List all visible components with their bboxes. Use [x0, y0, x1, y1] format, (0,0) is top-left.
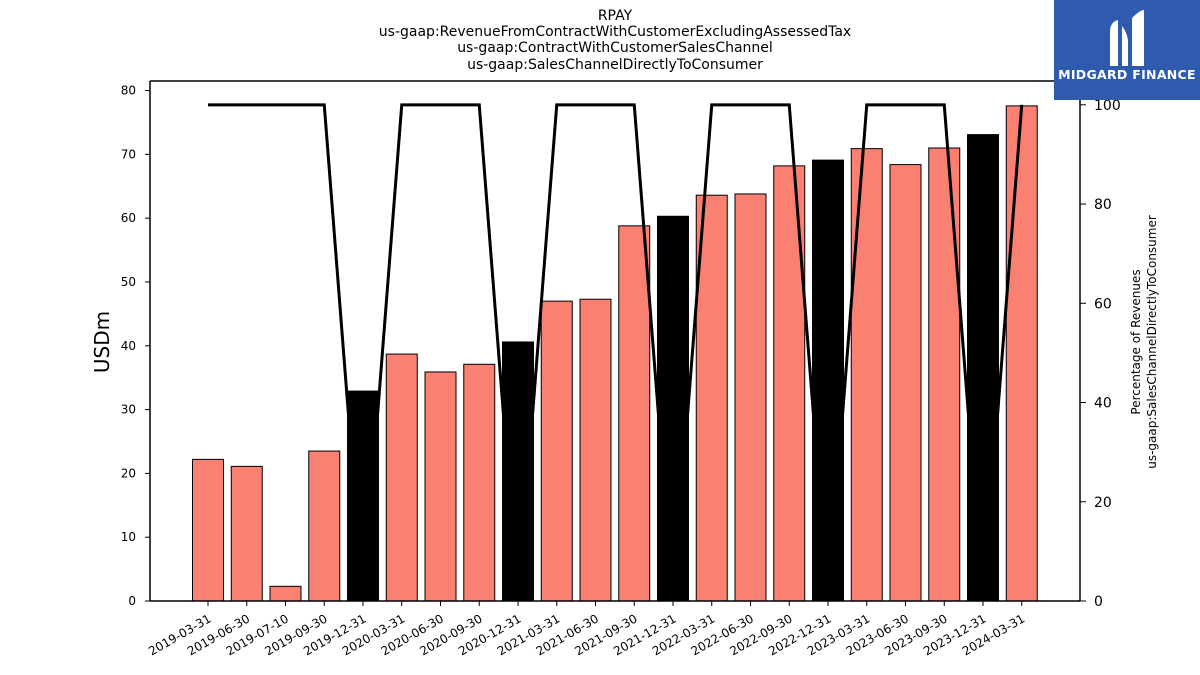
left-y-tick-label: 60 [121, 211, 136, 225]
bar-2019-09-30 [308, 450, 341, 602]
bar-2023-09-30 [928, 147, 961, 602]
right-y-tick-label: 60 [1094, 296, 1112, 312]
midgard-finance-logo: MIDGARD FINANCE [1054, 0, 1200, 100]
bar-2021-09-30 [618, 225, 651, 602]
bar-2021-06-30 [579, 298, 612, 602]
left-y-tick-label: 0 [128, 594, 136, 608]
title-line-1: RPAY [598, 8, 633, 24]
right-y-tick-label: 20 [1094, 495, 1112, 511]
bar-2021-12-31 [657, 215, 689, 602]
axes [149, 80, 1081, 602]
right-y-axis-ticks: 0 20 40 60 80 100 [1080, 98, 1121, 610]
y-axis-label: USDm [90, 311, 114, 373]
chart-title: RPAY us-gaap:RevenueFromContractWithCust… [379, 8, 851, 73]
left-y-tick-label: 50 [121, 275, 136, 289]
right-y-tick-label: 80 [1094, 197, 1112, 213]
right-y-tick-label: 100 [1094, 98, 1121, 114]
right-y-axis-label-line-2: us-gaap:SalesChannelDirectlyToConsumer [1145, 215, 1159, 469]
right-y-tick-label: 0 [1094, 594, 1103, 610]
bar-2024-03-31 [1005, 105, 1038, 602]
title-line-3: us-gaap:ContractWithCustomerSalesChannel [457, 40, 773, 56]
bar-2019-12-31 [347, 390, 379, 602]
bar-2019-06-30 [230, 465, 263, 602]
left-y-tick-label: 80 [121, 84, 136, 98]
bar-2023-12-31 [967, 134, 999, 602]
logo-mark-icon [1110, 10, 1144, 66]
bar-series [192, 105, 1038, 602]
right-y-tick-label: 40 [1094, 396, 1112, 412]
bar-2020-03-31 [385, 353, 418, 602]
bar-2022-03-31 [695, 194, 728, 602]
title-line-2: us-gaap:RevenueFromContractWithCustomerE… [379, 24, 851, 40]
bar-2023-06-30 [889, 164, 922, 602]
bar-2020-09-30 [463, 363, 496, 602]
bar-2019-07-10 [269, 585, 302, 602]
bar-2022-06-30 [734, 193, 767, 602]
logo-text: MIDGARD FINANCE [1058, 67, 1196, 82]
bar-2022-12-31 [812, 159, 844, 602]
left-y-tick-label: 20 [121, 466, 136, 480]
title-line-4: us-gaap:SalesChannelDirectlyToConsumer [467, 57, 763, 73]
percentage-line-series [208, 103, 1024, 602]
bar-2023-03-31 [850, 148, 883, 602]
right-y-axis-label-line-1: Percentage of Revenues [1129, 269, 1143, 414]
left-y-tick-label: 10 [121, 530, 136, 544]
x-axis-ticks: 2019-03-312019-06-302019-07-102019-09-30… [146, 601, 1027, 658]
percentage-line [208, 103, 1024, 602]
left-y-tick-label: 40 [121, 339, 136, 353]
bar-2021-03-31 [540, 300, 573, 602]
bar-2019-03-31 [192, 458, 224, 602]
bar-2020-06-30 [424, 371, 457, 602]
left-y-tick-label: 30 [121, 403, 136, 417]
left-y-tick-label: 70 [121, 147, 136, 161]
left-y-axis-ticks: 0 10 20 30 40 50 60 70 80 [121, 84, 150, 608]
